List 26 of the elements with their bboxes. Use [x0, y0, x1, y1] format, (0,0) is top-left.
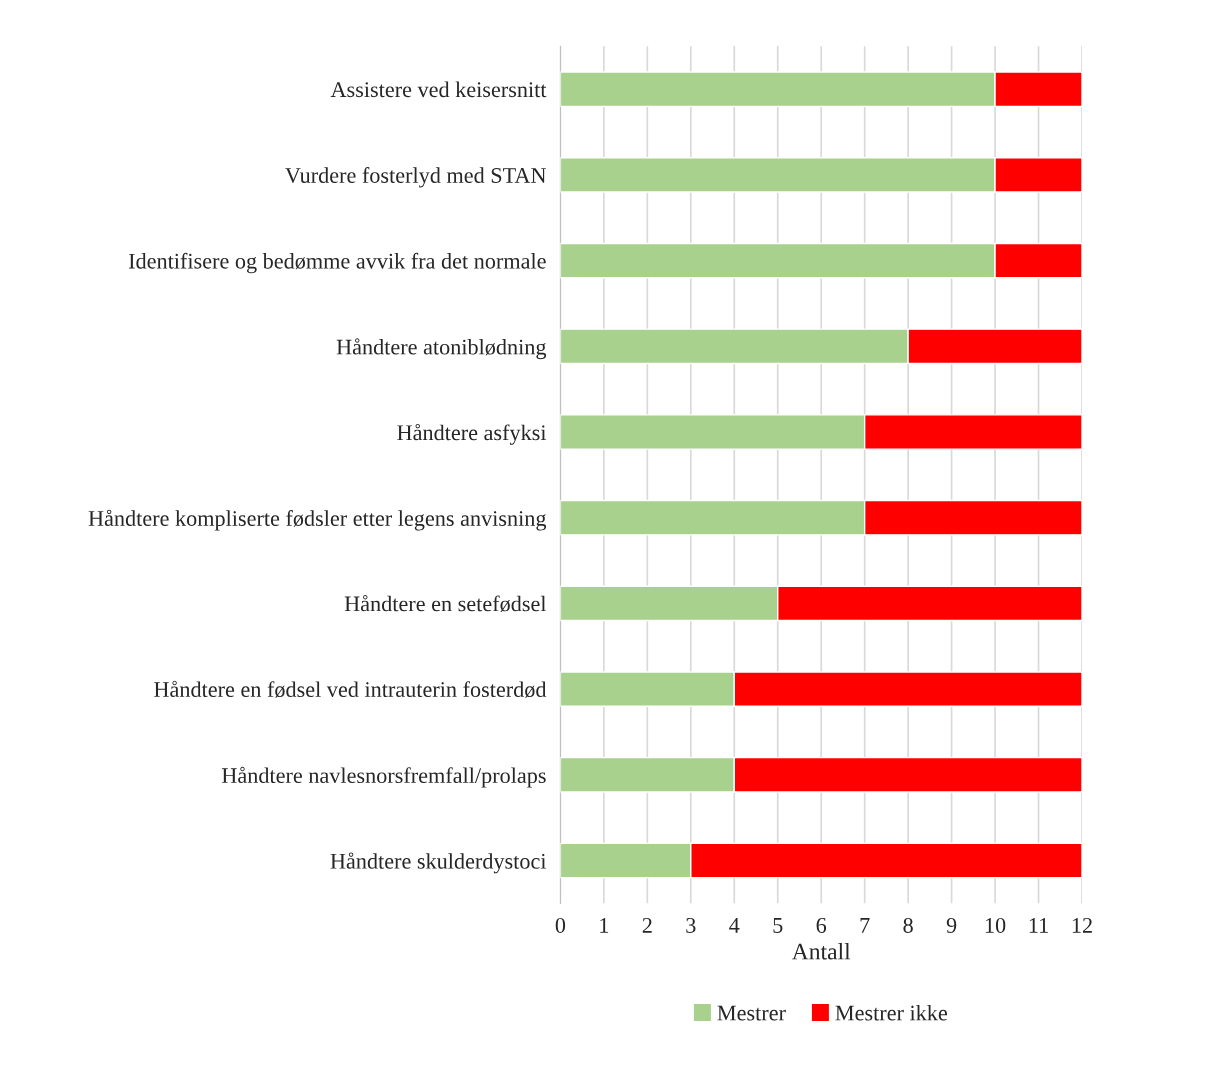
y-tick-label: Håndtere asfyksi: [397, 423, 547, 445]
x-tick-label: 4: [729, 918, 740, 933]
y-tick-label: Håndtere kompliserte fødsler etter legens anvisning: [88, 509, 547, 531]
x-tick-label: 9: [946, 917, 957, 933]
legend-label: Mestrer ikke: [835, 1004, 947, 1021]
x-axis-title: Antall: [791, 942, 851, 960]
y-tick-label: Håndtere skulderdystoci: [330, 852, 547, 874]
y-tick-label: Håndtere atoniblødning: [336, 338, 547, 360]
x-tick-label: 3: [686, 917, 696, 933]
x-tick-label: 11: [1029, 918, 1048, 933]
y-tick-label: Identifisere og bedømme avvik fra det normale: [128, 252, 546, 274]
y-tick-label: Vurdere fosterlyd med STAN: [285, 167, 547, 188]
x-tick-label: 6: [816, 917, 827, 933]
x-tick-label: 5: [773, 918, 783, 933]
x-tick-label: 0: [555, 917, 566, 933]
x-tick-label: 2: [642, 917, 652, 933]
x-tick-label: 8: [903, 917, 913, 933]
x-tick-label: 10: [985, 917, 1006, 933]
y-tick-label: Håndtere navlesnorsfremfall/prolaps: [221, 766, 546, 788]
legend-label: Mestrer: [717, 1005, 786, 1021]
x-tick-label: 7: [860, 918, 870, 933]
y-tick-label: Håndtere en setefødsel: [344, 595, 547, 613]
x-tick-label: 12: [1072, 917, 1092, 933]
x-tick-label: 1: [600, 918, 609, 933]
y-tick-label: Assistere ved keisersnitt: [330, 81, 547, 98]
y-tick-label: Håndtere en fødsel ved intrauterin fosterdød: [154, 680, 547, 698]
